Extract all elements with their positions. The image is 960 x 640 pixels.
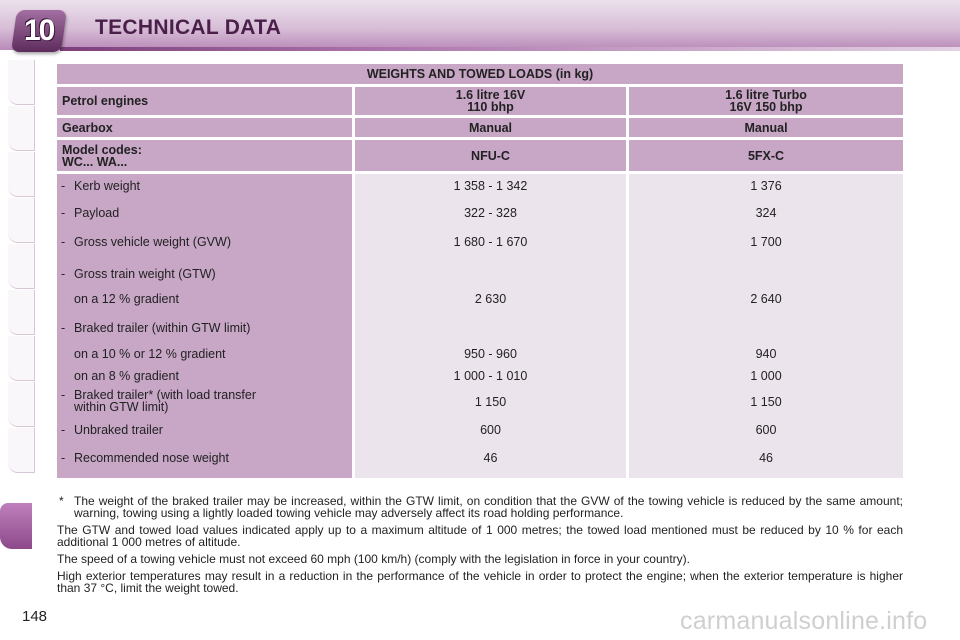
engine-1-values: 1 358 - 1 342 322 - 328 1 680 - 1 670 2 … [355, 174, 626, 478]
chapter-tab-strip [0, 60, 35, 580]
chapter-tab[interactable] [8, 198, 35, 243]
table-cell: 2 640 [750, 292, 782, 306]
table-cell: 950 - 960 [464, 347, 517, 361]
page-number: 148 [22, 608, 48, 625]
chapter-tab[interactable] [8, 106, 35, 151]
list-item: on an 8 % gradient [74, 369, 179, 383]
chapter-tab[interactable] [8, 382, 35, 427]
chapter-tab[interactable] [8, 152, 35, 197]
table-cell [629, 321, 903, 347]
chapter-tab[interactable] [8, 244, 35, 289]
table-cell: 1 358 - 1 342 [453, 179, 528, 193]
list-item: - Unbraked trailer [61, 423, 163, 437]
list-item: on a 10 % or 12 % gradient [74, 347, 226, 361]
engines-label: Petrol engines [57, 87, 352, 115]
engine-1-header: 1.6 litre 16V 110 bhp [355, 87, 626, 115]
chapter-tab[interactable] [8, 290, 35, 335]
table-cell: 1 150 [474, 395, 507, 409]
list-item: - Gross train weight (GTW) [61, 267, 216, 281]
table-cell: 46 [759, 451, 773, 465]
header-band [0, 0, 960, 50]
table-cell: 600 [480, 423, 501, 437]
page-title: TECHNICAL DATA [95, 16, 282, 39]
table-cell: 1 680 - 1 670 [453, 235, 528, 249]
table-cell: 322 - 328 [464, 206, 517, 220]
gearbox-value-2: Manual [629, 118, 904, 137]
list-item: - Braked trailer* (with load transfer with… [61, 388, 257, 414]
list-item: - Recommended nose weight [61, 451, 229, 465]
notes-section: * The weight of the braked trailer may be… [57, 495, 903, 599]
chapter-tab[interactable] [8, 60, 35, 105]
table-cell: 1 150 [750, 395, 782, 409]
table-cell [355, 321, 626, 347]
table-cell: 324 [755, 206, 777, 220]
table-cell: 600 [755, 423, 777, 437]
list-item: - Gross vehicle weight (GVW) [61, 235, 231, 249]
chapter-badge: 10 [11, 10, 67, 52]
weights-labels: - Kerb weight - Payload - Gross vehicle wei… [57, 174, 352, 478]
list-item: on a 12 % gradient [74, 292, 179, 306]
model-code-2: 5FX-C [629, 140, 904, 171]
watermark: carmanualsonline.info [680, 607, 928, 635]
chapter-tab[interactable] [8, 336, 35, 381]
model-code-1: NFU-C [355, 140, 626, 171]
model-codes-label: Model codes: WC... WA... [57, 140, 352, 171]
gearbox-value-1: Manual [355, 118, 626, 137]
temperature-note: High exterior temperatures may result in… [57, 569, 903, 595]
engine-2-values: 1 376 324 1 700 2 640 940 1 000 1 150 60… [629, 174, 904, 478]
table-cell: 1 700 [750, 235, 782, 249]
chapter-number: 10 [24, 14, 54, 47]
list-item: - Payload [61, 206, 120, 220]
table-cell: 1 376 [750, 179, 782, 193]
speed-note: The speed of a towing vehicle must not e… [57, 552, 690, 566]
engine-2-header: 1.6 litre Turbo 16V 150 bhp [629, 87, 904, 115]
gearbox-label: Gearbox [57, 118, 352, 137]
table-cell: 46 [483, 451, 498, 465]
chapter-tab-active[interactable] [0, 503, 32, 549]
list-item: - Kerb weight [61, 179, 141, 193]
table-cell: 1 000 [750, 369, 782, 383]
table-cell: 940 [755, 347, 777, 361]
table-cell [355, 267, 626, 292]
table-cell: 1 000 - 1 010 [453, 369, 528, 383]
table-cell [629, 267, 903, 292]
table-cell: 2 630 [474, 292, 507, 306]
table-title: WEIGHTS AND TOWED LOADS (in kg) [57, 64, 904, 84]
chapter-tab[interactable] [8, 428, 35, 473]
altitude-note: The GTW and towed load values indicated … [57, 523, 903, 549]
list-item: - Braked trailer (within GTW limit) [61, 321, 251, 335]
header-rule [60, 47, 960, 51]
weights-table: WEIGHTS AND TOWED LOADS (in kg) Petrol e… [54, 61, 906, 481]
footnote: * The weight of the braked trailer may be… [59, 494, 903, 520]
